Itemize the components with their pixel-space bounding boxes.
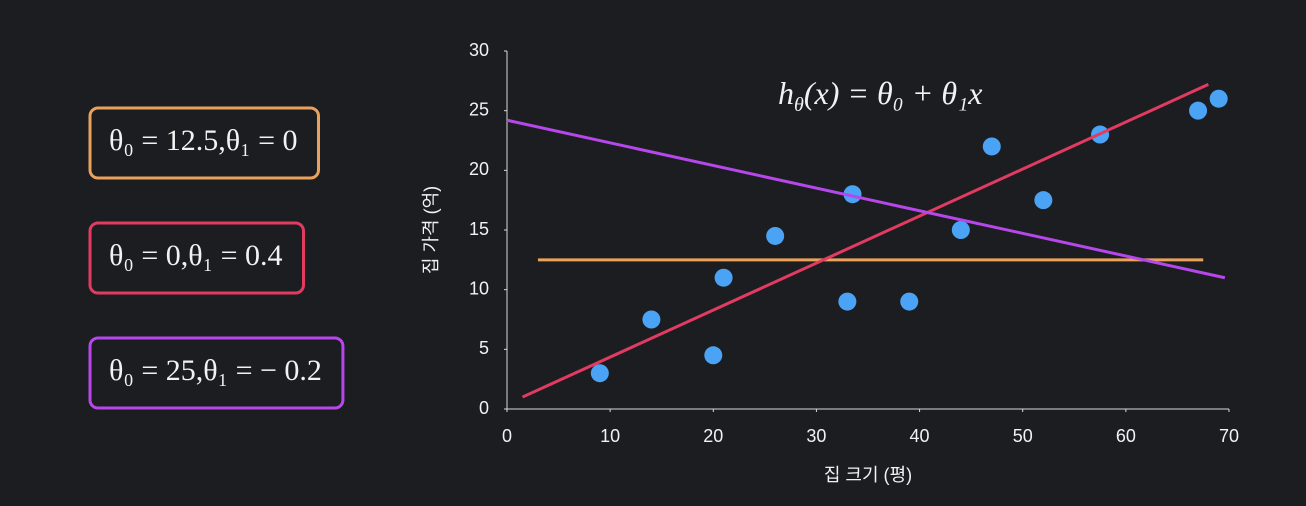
x-tick-label: 60 [1116, 426, 1136, 446]
x-tick-label: 30 [806, 426, 826, 446]
y-tick-label: 25 [469, 99, 489, 119]
legend-label: θ₀ = 12.5,θ₁ = 0 [109, 124, 298, 157]
data-point [843, 185, 862, 204]
legend-item: θ₀ = 12.5,θ₁ = 0 [88, 106, 320, 180]
annotation: hθ(x) = θ₀ + θ₁x [778, 75, 982, 115]
x-tick-label: 10 [600, 426, 620, 446]
data-point [766, 226, 785, 245]
y-tick-label: 20 [469, 159, 489, 179]
data-point [838, 292, 857, 311]
data-point [1034, 191, 1053, 210]
x-tick-label: 50 [1013, 426, 1033, 446]
data-point [982, 137, 1001, 156]
line [506, 118, 1226, 280]
legend-item: θ₀ = 0,θ₁ = 0.4 [88, 221, 305, 295]
x-tick-label: 70 [1219, 426, 1239, 446]
data-point [704, 346, 723, 365]
data-point [1189, 101, 1208, 120]
y-tick-label: 10 [469, 278, 489, 298]
legend-label: θ₀ = 0,θ₁ = 0.4 [109, 239, 283, 272]
y-tick-label: 30 [469, 40, 489, 60]
data-point [900, 292, 919, 311]
data-point [1209, 89, 1228, 108]
y-tick-label: 0 [479, 398, 489, 418]
annotation-part: h [778, 75, 794, 111]
y-tick-label: 5 [479, 338, 489, 358]
data-point [951, 221, 970, 239]
y-axis-label: 집 가격 (억) [421, 186, 441, 274]
legend-box [88, 106, 320, 180]
x-axis-label: 집 크기 (평) [824, 465, 912, 485]
y-tick-label: 15 [469, 219, 489, 239]
legend-label: θ₀ = 25,θ₁ = − 0.2 [109, 354, 322, 387]
data-point [714, 268, 733, 287]
legend-box [88, 336, 345, 410]
x-tick-label: 20 [703, 426, 723, 446]
x-tick-label: 40 [910, 426, 930, 446]
data-point [642, 310, 661, 329]
annotation-part: (x) = θ₀ + θ₁x [804, 75, 983, 111]
line [521, 83, 1209, 399]
legend-item: θ₀ = 25,θ₁ = − 0.2 [88, 336, 345, 410]
data-point [590, 364, 609, 383]
x-tick-label: 0 [502, 426, 512, 446]
annotation-part: θ [794, 94, 804, 116]
legend-box [88, 221, 305, 295]
